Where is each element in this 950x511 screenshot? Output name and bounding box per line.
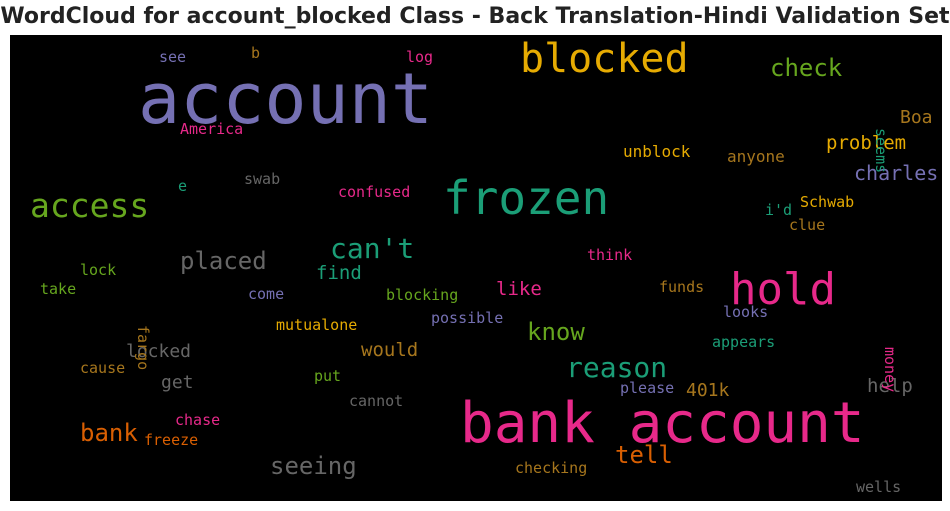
word-america: America <box>180 120 243 138</box>
word-charles: charles <box>854 161 938 185</box>
word-possible: possible <box>431 309 503 327</box>
word-anyone: anyone <box>727 147 785 166</box>
word-please: please <box>620 379 674 397</box>
word-would: would <box>361 339 418 361</box>
word-appears: appears <box>712 333 775 351</box>
word-looks: looks <box>723 303 768 321</box>
word-log: log <box>406 48 433 66</box>
word-freeze: freeze <box>144 431 198 449</box>
word-can-t: can't <box>330 232 414 265</box>
word-find: find <box>316 262 362 284</box>
word-take: take <box>40 280 76 298</box>
word-cause: cause <box>80 359 125 377</box>
word-fargo: fargo <box>134 325 152 370</box>
word-tell: tell <box>615 441 673 469</box>
word-chase: chase <box>175 411 220 429</box>
word-unblock: unblock <box>623 142 691 161</box>
word-cannot: cannot <box>349 392 403 410</box>
word-wells: wells <box>856 478 901 496</box>
word-frozen: frozen <box>443 171 609 225</box>
word-seems: seems <box>872 128 890 173</box>
word-schwab: Schwab <box>800 193 854 211</box>
word-checking: checking <box>515 459 587 477</box>
word-blocked: blocked <box>520 36 689 82</box>
word-401k: 401k <box>686 380 730 401</box>
word-placed: placed <box>180 247 267 275</box>
word-money: money <box>881 347 899 392</box>
chart-title: WordCloud for account_blocked Class - Ba… <box>0 4 950 29</box>
word-mutualone: mutualone <box>276 316 357 334</box>
word-confused: confused <box>338 183 410 201</box>
word-see: see <box>159 48 186 66</box>
wordcloud-area: account blocked bank account frozen hold acce… <box>10 35 942 501</box>
word-like: like <box>496 278 542 300</box>
word-e: e <box>178 177 187 195</box>
word-funds: funds <box>659 278 704 296</box>
word-think: think <box>587 246 632 264</box>
word-bank: bank <box>80 419 138 447</box>
word-problem: problem <box>826 132 906 154</box>
word-swab: swab <box>244 170 280 188</box>
word-b: b <box>251 44 260 62</box>
word-get: get <box>161 372 194 393</box>
word-seeing: seeing <box>270 452 357 480</box>
word-blocking: blocking <box>386 286 458 304</box>
word-clue: clue <box>789 216 825 234</box>
word-check: check <box>770 54 843 82</box>
word-come: come <box>248 285 284 303</box>
word-lock: lock <box>80 261 116 279</box>
word-know: know <box>527 318 585 346</box>
word-boa: Boa <box>900 107 933 128</box>
word-access: access <box>30 186 149 225</box>
word-put: put <box>314 367 341 385</box>
